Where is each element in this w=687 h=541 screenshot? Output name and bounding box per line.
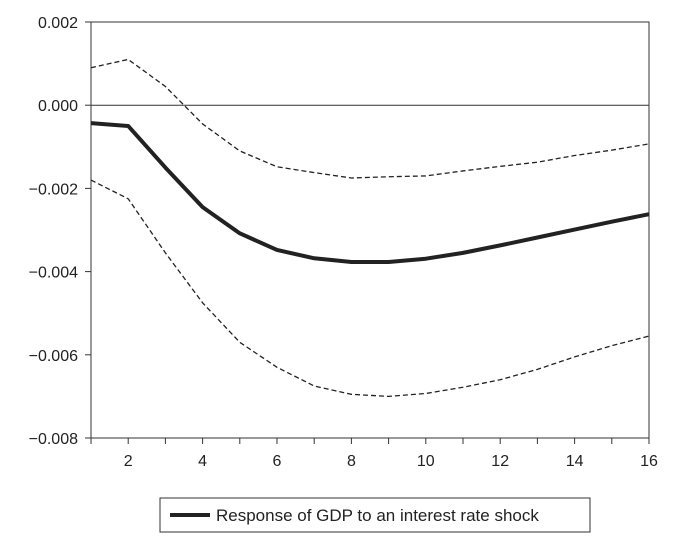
y-axis: 0.002 0.000 −0.002 −0.004 −0.006 −0.008 — [29, 15, 91, 448]
x-axis: 2 4 6 8 10 12 14 16 — [90, 438, 658, 470]
legend-label: Response of GDP to an interest rate shoc… — [216, 506, 539, 525]
series-gdp-response-line — [90, 121, 650, 265]
series-layer — [90, 58, 650, 398]
series-lower-band-line — [90, 179, 650, 398]
y-tick-label: 0.002 — [38, 15, 78, 32]
legend: Response of GDP to an interest rate shoc… — [159, 497, 591, 533]
x-tick-label: 10 — [417, 453, 435, 470]
y-tick-label: −0.004 — [29, 265, 78, 282]
x-tick-label: 12 — [491, 453, 509, 470]
x-tick-label: 2 — [124, 453, 133, 470]
y-tick-label: −0.008 — [29, 431, 78, 448]
y-tick-label: −0.002 — [29, 181, 78, 198]
x-tick-label: 16 — [640, 453, 658, 470]
x-tick-label: 8 — [347, 453, 356, 470]
series-upper-band-line — [90, 58, 650, 179]
x-tick-label: 14 — [566, 453, 584, 470]
legend-box — [159, 497, 591, 533]
x-tick-label: 4 — [198, 453, 207, 470]
x-tick-label: 6 — [273, 453, 282, 470]
plot-frame — [90, 21, 650, 439]
y-tick-label: 0.000 — [38, 98, 78, 115]
y-tick-label: −0.006 — [29, 348, 78, 365]
